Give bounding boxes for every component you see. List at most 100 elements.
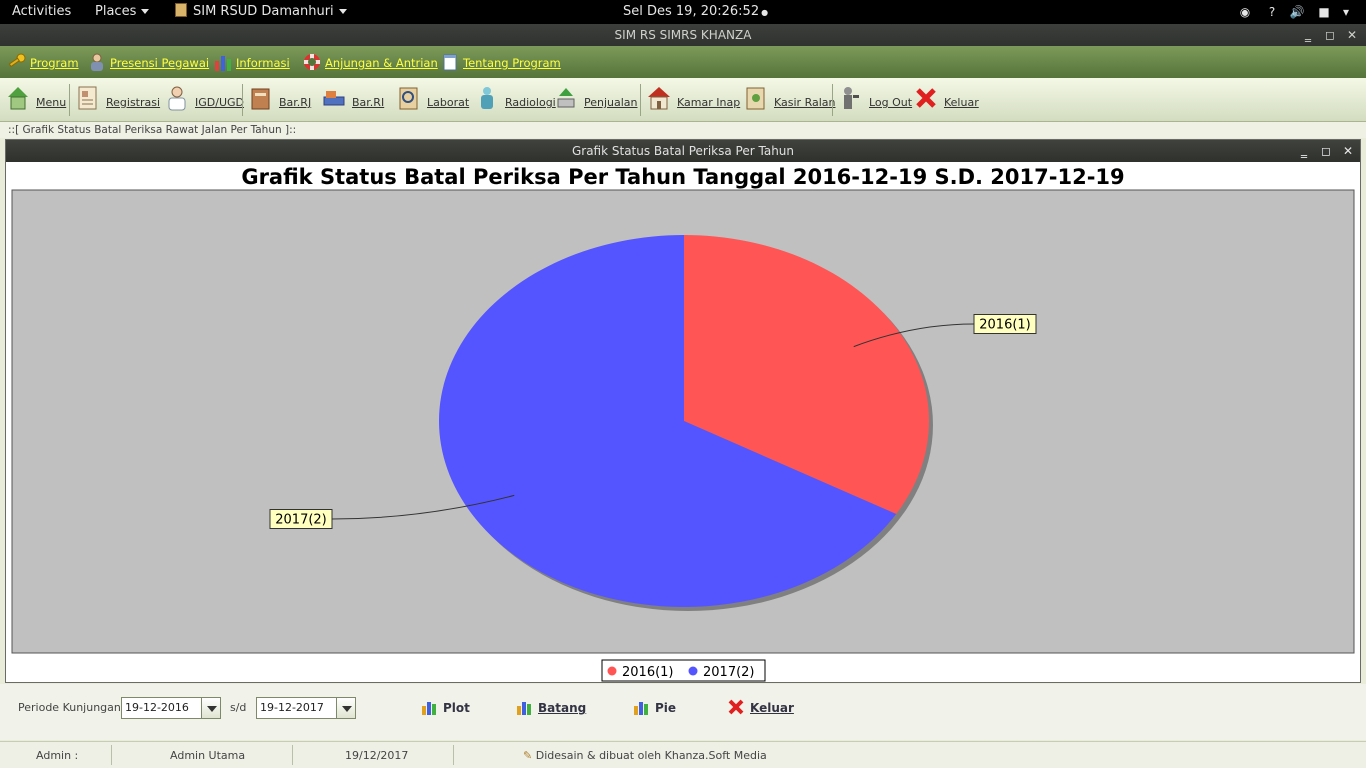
chart-icon bbox=[215, 56, 231, 71]
status-separator bbox=[453, 745, 454, 765]
toolbar-kamar-inap-label: Kamar Inap bbox=[677, 96, 741, 109]
close-icon[interactable]: ✕ bbox=[1346, 28, 1358, 42]
credit-label: Didesain & dibuat oleh Khanza.Soft Media bbox=[535, 749, 767, 762]
toolbar-separator bbox=[640, 84, 641, 116]
legend-label: 2016(1) bbox=[622, 665, 674, 680]
date-to-dropdown[interactable] bbox=[336, 697, 356, 719]
window-title-bar: SIM RS SIMRS KHANZA ‗ ◻ ✕ bbox=[0, 24, 1366, 46]
maximize-icon[interactable]: ◻ bbox=[1321, 144, 1331, 158]
activities-button[interactable]: Activities bbox=[12, 4, 72, 19]
minimize-icon[interactable]: ‗ bbox=[1301, 144, 1307, 158]
pencil-icon: ✎ bbox=[523, 749, 533, 762]
slice-label-box bbox=[973, 314, 1037, 334]
maximize-icon[interactable]: ◻ bbox=[1325, 28, 1335, 42]
period-label: Periode Kunjungan : bbox=[18, 701, 129, 714]
menu-informasi[interactable]: Informasi bbox=[214, 52, 290, 74]
toolbar-registrasi-label: Registrasi bbox=[106, 96, 161, 109]
user-label: Admin : bbox=[36, 749, 79, 762]
system-top-bar: Activities Places SIM RSUD Damanhuri Sel… bbox=[0, 0, 1366, 24]
pie-chart: Grafik Status Batal Periksa Per Tahun Ta… bbox=[11, 165, 1355, 682]
toolbar-menu-label: Menu bbox=[36, 96, 67, 109]
menu-presensi-pegawai[interactable]: Presensi Pegawai bbox=[88, 52, 209, 74]
toolbar-bar-rj-label: Bar.RJ bbox=[279, 96, 312, 109]
chevron-down-icon bbox=[338, 9, 347, 14]
clock[interactable]: Sel Des 19, 20:26:52 ● bbox=[623, 0, 768, 24]
filter-panel: Periode Kunjungan : 19-12-2016 s/d 19-12… bbox=[0, 684, 1366, 740]
window-title: SIM RS SIMRS KHANZA bbox=[614, 28, 752, 42]
date-from-input[interactable]: 19-12-2016 bbox=[121, 697, 221, 719]
employee-icon bbox=[91, 53, 103, 71]
toolbar-radiologi-label: Radiologi bbox=[505, 96, 556, 109]
legend-swatch bbox=[607, 666, 617, 676]
date-to-input[interactable]: 19-12-2017 bbox=[256, 697, 356, 719]
pie-label: Pie bbox=[655, 701, 677, 715]
clock-label: Sel Des 19, 20:26:52 bbox=[623, 4, 760, 19]
menu-program[interactable]: Program bbox=[8, 52, 79, 74]
menu-program-label: Program bbox=[30, 56, 79, 70]
toolbar-bar-ri-label: Bar.RI bbox=[352, 96, 385, 109]
status-separator bbox=[292, 745, 293, 765]
status-date: 19/12/2017 bbox=[345, 749, 409, 762]
room-icon bbox=[648, 87, 670, 110]
toolbar-separator bbox=[242, 84, 243, 116]
legend-label: 2017(2) bbox=[703, 665, 755, 680]
date-from-dropdown[interactable] bbox=[201, 697, 221, 719]
toolbar-penjualan-label: Penjualan bbox=[584, 96, 638, 109]
batang-button[interactable]: Batang bbox=[516, 696, 586, 720]
outpatient-bill-icon bbox=[251, 88, 270, 110]
help-icon[interactable]: ? bbox=[1268, 5, 1276, 19]
minimize-icon[interactable]: ‗ bbox=[1305, 28, 1311, 42]
pie-button[interactable]: Pie bbox=[633, 696, 676, 720]
slice-label-box bbox=[269, 509, 333, 529]
slice-label: 2017(2) bbox=[275, 513, 327, 528]
power-icon[interactable]: ■ bbox=[1318, 5, 1330, 19]
keluar-button[interactable]: Keluar bbox=[728, 696, 794, 720]
sd-label: s/d bbox=[230, 701, 247, 714]
places-label: Places bbox=[95, 4, 137, 19]
exit-icon bbox=[916, 88, 936, 108]
lifebuoy-icon bbox=[304, 54, 320, 70]
inpatient-bill-icon bbox=[323, 91, 345, 106]
frame-title-bar: Grafik Status Batal Periksa Per Tahun ‗ … bbox=[6, 140, 1360, 162]
chart-internal-frame: Grafik Status Batal Periksa Per Tahun ‗ … bbox=[5, 139, 1361, 683]
toolbar-kasir-ralan-label: Kasir Ralan bbox=[774, 96, 836, 109]
app-icon bbox=[175, 3, 187, 17]
pie-layer: 2016(1) 2017(2) bbox=[269, 235, 1037, 611]
leader-line bbox=[853, 323, 975, 348]
laboratory-icon bbox=[399, 87, 418, 110]
toolbar-separator bbox=[832, 84, 833, 116]
registration-icon bbox=[78, 86, 97, 110]
batang-label: Batang bbox=[538, 701, 587, 715]
chart-icon bbox=[422, 702, 436, 715]
plot-button[interactable]: Plot bbox=[421, 696, 470, 720]
chart-title: Grafik Status Batal Periksa Per Tahun Ta… bbox=[241, 165, 1124, 189]
accessibility-icon[interactable]: ◉ bbox=[1239, 5, 1251, 19]
status-separator bbox=[111, 745, 112, 765]
menu-tentang-program-label: Tentang Program bbox=[463, 56, 561, 70]
chart-icon bbox=[517, 702, 531, 715]
chevron-down-icon[interactable]: ▾ bbox=[1342, 5, 1350, 19]
cashier-icon bbox=[746, 87, 765, 110]
menu-bar: Program Presensi Pegawai Informasi Anjun… bbox=[0, 46, 1366, 78]
menu-anjungan-antrian-label: Anjungan & Antrian bbox=[325, 56, 438, 70]
close-icon[interactable]: ✕ bbox=[1342, 144, 1354, 158]
menu-anjungan-antrian[interactable]: Anjungan & Antrian bbox=[303, 52, 438, 74]
pie-slice-2017 bbox=[438, 235, 897, 607]
plot-label: Plot bbox=[443, 701, 470, 715]
pie-slice-2016 bbox=[684, 235, 929, 514]
radiology-icon bbox=[481, 87, 493, 109]
chart-icon bbox=[634, 702, 648, 715]
credit-text: ✎ Didesain & dibuat oleh Khanza.Soft Med… bbox=[523, 749, 767, 762]
toolbar-keluar-label: Keluar bbox=[944, 96, 979, 109]
doctor-icon bbox=[168, 86, 186, 111]
volume-icon[interactable]: 🔊 bbox=[1289, 5, 1305, 19]
app-menu[interactable]: SIM RSUD Damanhuri bbox=[175, 0, 347, 24]
notepad-icon bbox=[443, 54, 457, 71]
chevron-down-icon bbox=[141, 9, 150, 14]
menu-tentang-program[interactable]: Tentang Program bbox=[441, 52, 561, 74]
key-icon bbox=[8, 53, 26, 68]
home-icon bbox=[8, 87, 28, 110]
toolbar-logout-label: Log Out bbox=[869, 96, 913, 109]
places-menu[interactable]: Places bbox=[95, 0, 150, 24]
toolbar-laborat-label: Laborat bbox=[427, 96, 470, 109]
